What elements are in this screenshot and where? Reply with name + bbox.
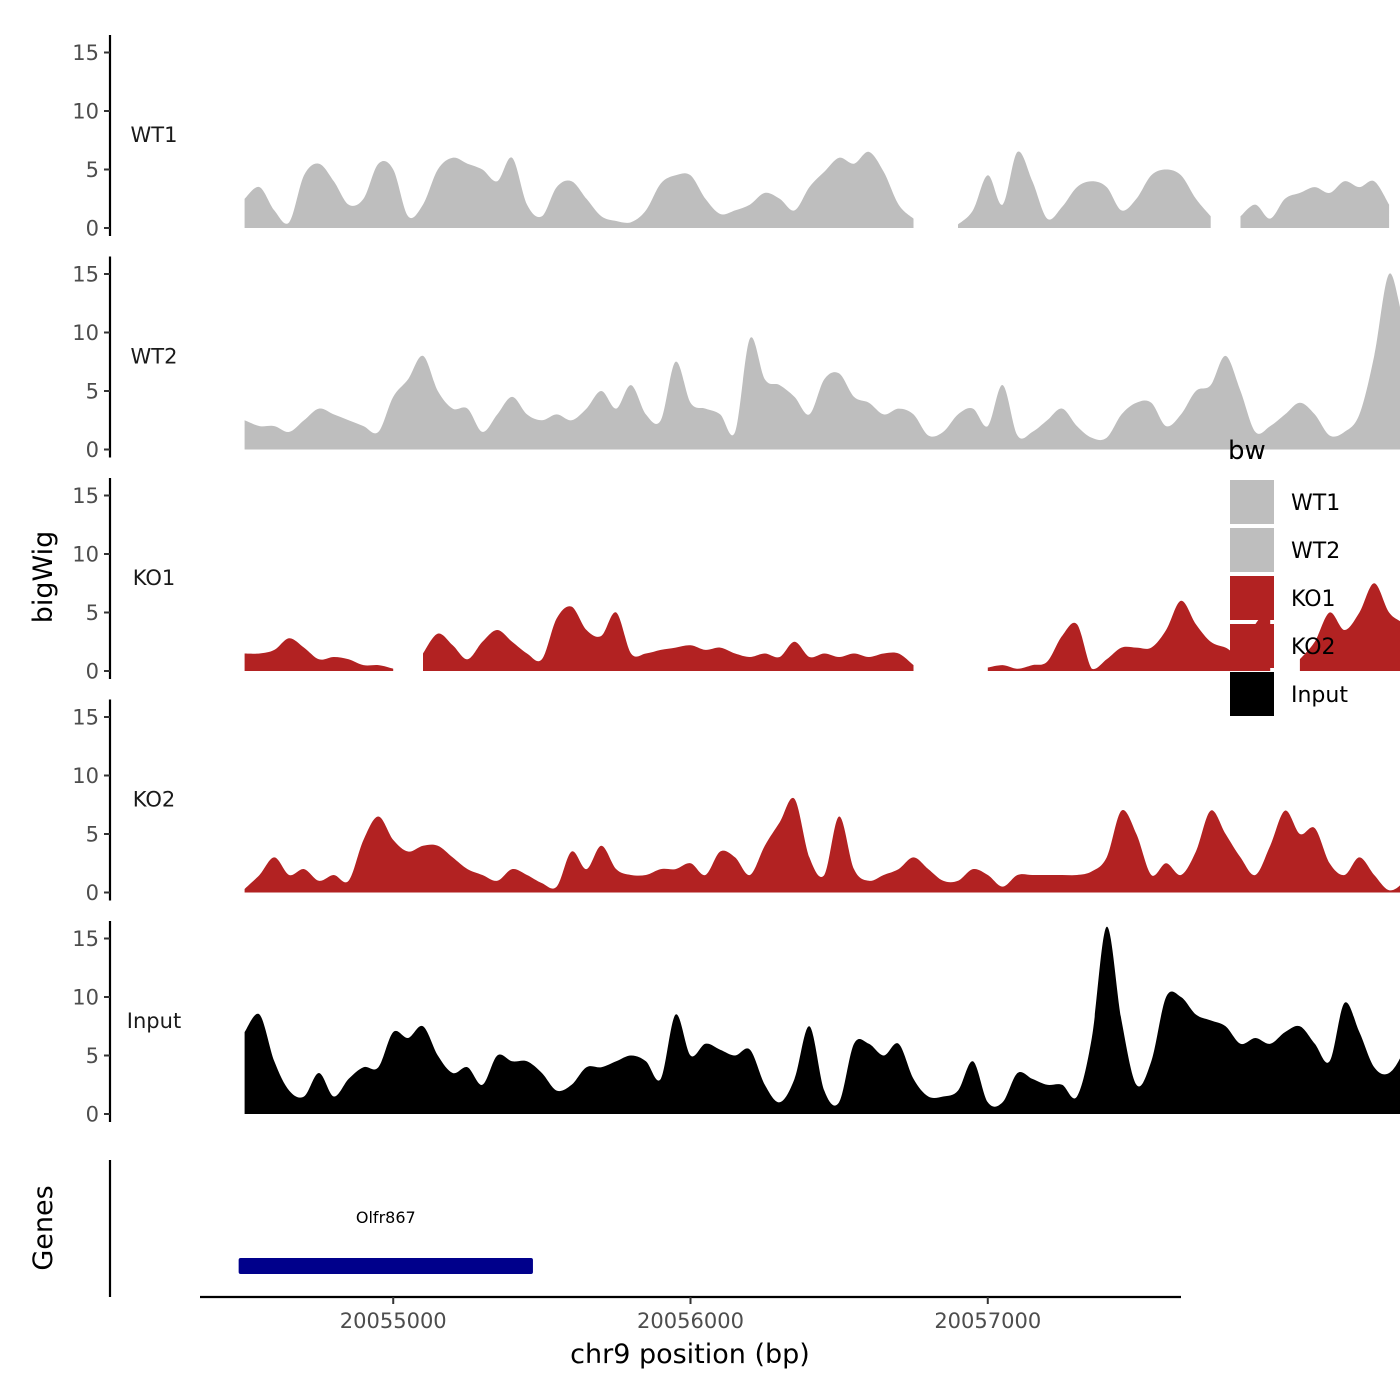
legend-label-input: Input: [1291, 683, 1348, 708]
track-label: WT1: [131, 123, 178, 147]
gene-label: Olfr867: [356, 1208, 416, 1227]
y-tick-label: 15: [72, 927, 99, 951]
legend-key-ko2: [1230, 624, 1274, 668]
track-ko2: 0 5 10 15 KO2: [72, 699, 1400, 905]
track-panels: 0 5 10 15 WT1 0 5 10 15 WT2 0 5 10 15 KO1 0 5 10 15 KO2 0 5 10…: [72, 34, 1400, 1127]
y-tick-label: 5: [86, 1044, 99, 1068]
coverage-area-wt1: [958, 151, 1211, 228]
y-axis-title: bigWig: [28, 531, 59, 624]
coverage-area-wt1: [1240, 180, 1390, 228]
coverage-area-input: [244, 926, 1400, 1114]
y-tick-label: 5: [86, 823, 99, 847]
track-label: KO2: [133, 788, 176, 812]
track-ko1: 0 5 10 15 KO1: [72, 477, 1400, 684]
legend-key-wt2: [1230, 528, 1274, 572]
coverage-area-ko1: [987, 600, 1271, 671]
track-label: WT2: [131, 345, 178, 369]
x-tick-label: 20057000: [934, 1309, 1041, 1333]
legend-title: bw: [1228, 436, 1266, 466]
y-tick-label: 10: [72, 100, 99, 124]
gene-body: [238, 1258, 533, 1274]
y-tick-label: 5: [86, 380, 99, 404]
y-tick-label: 5: [86, 158, 99, 182]
y-tick-label: 10: [72, 764, 99, 788]
track-label: Input: [127, 1009, 181, 1033]
y-tick-label: 15: [72, 706, 99, 730]
coverage-area-ko1: [423, 606, 914, 671]
x-axis: 20055000 20056000 20057000: [200, 1295, 1181, 1333]
y-tick-label: 15: [72, 41, 99, 65]
legend-key-ko1: [1230, 576, 1274, 620]
legend: bw WT1 WT2 KO1 KO2 Input: [1228, 436, 1348, 716]
y-tick-label: 15: [72, 263, 99, 287]
y-tick-label: 0: [86, 217, 99, 241]
coverage-area-ko1: [244, 638, 394, 671]
track-input: 0 5 10 15 Input: [72, 920, 1400, 1127]
genes-panel: Olfr867: [108, 1160, 533, 1297]
legend-label-wt2: WT2: [1291, 539, 1340, 564]
track-label: KO1: [133, 566, 176, 590]
x-axis-title: chr9 position (bp): [570, 1339, 810, 1370]
track-wt1: 0 5 10 15 WT1: [72, 34, 1390, 241]
coverage-area-ko1: [1299, 583, 1400, 671]
y-tick-label: 0: [86, 438, 99, 462]
coverage-area-wt1: [244, 151, 914, 228]
y-tick-label: 0: [86, 1103, 99, 1127]
y-tick-label: 10: [72, 321, 99, 345]
y-tick-label: 0: [86, 660, 99, 684]
track-wt2: 0 5 10 15 WT2: [72, 256, 1400, 462]
legend-label-wt1: WT1: [1291, 491, 1340, 516]
y-tick-label: 15: [72, 484, 99, 508]
legend-label-ko1: KO1: [1291, 587, 1336, 612]
legend-key-wt1: [1230, 480, 1274, 524]
legend-label-ko2: KO2: [1291, 635, 1336, 660]
y-tick-label: 10: [72, 543, 99, 567]
x-tick-label: 20055000: [340, 1309, 447, 1333]
coverage-area-ko2: [244, 797, 1400, 893]
y-tick-label: 0: [86, 881, 99, 905]
y-tick-label: 10: [72, 986, 99, 1010]
x-tick-label: 20056000: [637, 1309, 744, 1333]
genes-axis-title: Genes: [28, 1185, 59, 1270]
legend-key-input: [1230, 672, 1274, 716]
coverage-area-wt2: [244, 273, 1400, 450]
y-tick-label: 5: [86, 601, 99, 625]
